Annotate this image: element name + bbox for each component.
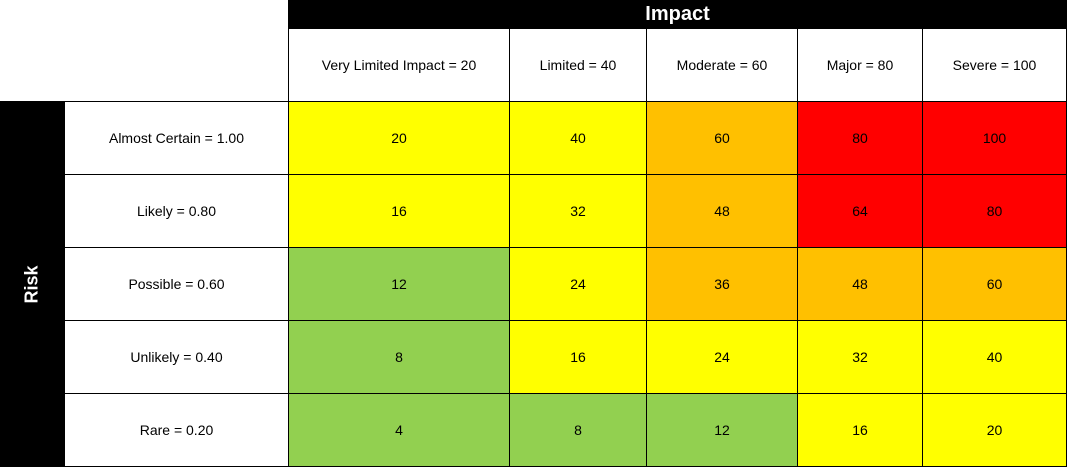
impact-label: Major = 80 xyxy=(797,28,923,102)
matrix-cell: 80 xyxy=(922,174,1067,248)
matrix-cell: 40 xyxy=(922,320,1067,394)
risk-axis-title-text: Risk xyxy=(21,264,42,304)
matrix-cell: 16 xyxy=(288,174,510,248)
matrix-cell: 100 xyxy=(922,101,1067,175)
risk-label: Almost Certain = 1.00 xyxy=(64,101,289,175)
impact-label: Limited = 40 xyxy=(509,28,647,102)
matrix-cell: 4 xyxy=(288,393,510,467)
matrix-cell: 20 xyxy=(922,393,1067,467)
matrix-cell: 12 xyxy=(288,247,510,321)
impact-axis-title: Impact xyxy=(288,0,1067,28)
matrix-cell: 16 xyxy=(509,320,647,394)
matrix-cell: 24 xyxy=(509,247,647,321)
matrix-cell: 64 xyxy=(797,174,923,248)
matrix-cell: 32 xyxy=(509,174,647,248)
matrix-cell: 24 xyxy=(646,320,798,394)
risk-label: Unlikely = 0.40 xyxy=(64,320,289,394)
matrix-cell: 80 xyxy=(797,101,923,175)
impact-label: Moderate = 60 xyxy=(646,28,798,102)
risk-axis-title: Risk xyxy=(0,101,64,467)
matrix-cell: 16 xyxy=(797,393,923,467)
risk-label: Possible = 0.60 xyxy=(64,247,289,321)
matrix-cell: 20 xyxy=(288,101,510,175)
matrix-cell: 60 xyxy=(922,247,1067,321)
matrix-cell: 12 xyxy=(646,393,798,467)
matrix-cell: 48 xyxy=(797,247,923,321)
impact-label: Very Limited Impact = 20 xyxy=(288,28,510,102)
matrix-cell: 40 xyxy=(509,101,647,175)
impact-label: Severe = 100 xyxy=(922,28,1067,102)
matrix-cell: 60 xyxy=(646,101,798,175)
risk-label: Rare = 0.20 xyxy=(64,393,289,467)
matrix-cell: 36 xyxy=(646,247,798,321)
matrix-cell: 8 xyxy=(288,320,510,394)
matrix-cell: 48 xyxy=(646,174,798,248)
matrix-cell: 32 xyxy=(797,320,923,394)
matrix-cell: 8 xyxy=(509,393,647,467)
risk-label: Likely = 0.80 xyxy=(64,174,289,248)
